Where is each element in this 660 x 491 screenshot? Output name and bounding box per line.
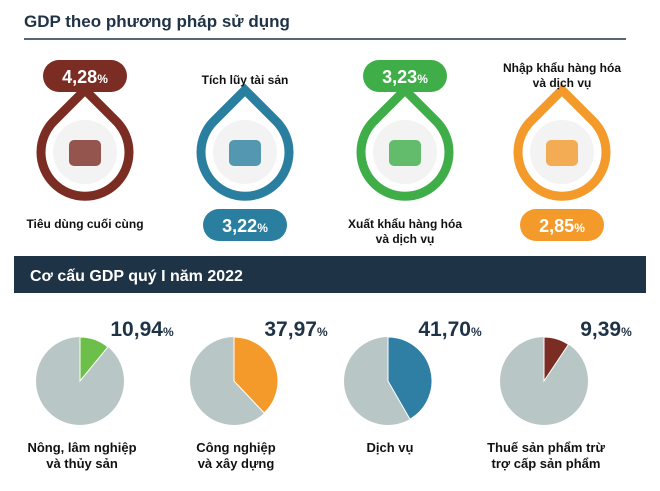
icon <box>229 140 261 166</box>
share-value-unit: % <box>471 325 482 339</box>
pie-slice <box>543 336 570 383</box>
item-label: Xuất khẩu hàng hóa và dịch vụ <box>348 217 462 246</box>
growth-value: 2,85% <box>539 216 585 236</box>
share-value: 9,39% <box>580 318 632 341</box>
item-label: Tích lũy tài sản <box>202 73 289 87</box>
share-value-number: 41,70 <box>418 318 471 341</box>
value-pill <box>203 209 287 241</box>
item-label-line: Xuất khẩu hàng hóa <box>348 217 462 231</box>
share-value: 41,70% <box>418 318 482 341</box>
item-label-line: Tích lũy tài sản <box>202 73 289 87</box>
item-label-line: và dịch vụ <box>376 232 435 246</box>
sector-label-line: Nông, lâm nghiệp <box>27 440 136 455</box>
item-label: Tiêu dùng cuối cùng <box>26 217 143 231</box>
growth-value-unit: % <box>574 221 585 235</box>
share-value: 10,94% <box>110 318 174 341</box>
value-pill <box>520 209 604 241</box>
share-value-unit: % <box>621 325 632 339</box>
sector-label: Thuế sản phẩm trừ trợ cấp sản phẩm <box>487 440 605 471</box>
section-title: Cơ cấu GDP quý I năm 2022 <box>30 268 243 285</box>
share-value-number: 37,97 <box>264 318 317 341</box>
growth-value-number: 3,22 <box>222 216 257 236</box>
sector-label-line: và thủy sản <box>46 456 118 471</box>
item-label: Nhập khẩu hàng hóa và dịch vụ <box>503 61 621 90</box>
growth-value-number: 3,23 <box>382 67 417 87</box>
pie-slice <box>233 336 279 414</box>
section-banner <box>14 256 646 293</box>
share-value-number: 9,39 <box>580 318 621 341</box>
growth-value-unit: % <box>97 72 108 86</box>
header-title: GDP theo phương pháp sử dụng <box>24 12 290 31</box>
share-value-number: 10,94 <box>110 318 163 341</box>
sector-label: Công nghiệp và xây dựng <box>196 440 275 471</box>
growth-value-unit: % <box>417 72 428 86</box>
growth-value-unit: % <box>257 221 268 235</box>
sector-label-line: và xây dựng <box>198 456 275 471</box>
sector-label-line: Dịch vụ <box>367 440 414 455</box>
growth-value-number: 4,28 <box>62 67 97 87</box>
sector-label: Dịch vụ <box>367 440 414 455</box>
growth-value: 3,22% <box>222 216 268 236</box>
sector-label-line: trợ cấp sản phẩm <box>492 456 601 471</box>
pie-slice <box>79 336 109 383</box>
icon <box>546 140 578 166</box>
icon <box>389 140 421 166</box>
share-value-unit: % <box>163 325 174 339</box>
item-label-line: Nhập khẩu hàng hóa <box>503 61 621 75</box>
value-pill <box>43 60 127 92</box>
value-pill <box>363 60 447 92</box>
growth-value: 3,23% <box>382 67 428 87</box>
growth-value: 4,28% <box>62 67 108 87</box>
share-value-unit: % <box>317 325 328 339</box>
sector-label-line: Thuế sản phẩm trừ <box>487 440 605 455</box>
item-label-line: Tiêu dùng cuối cùng <box>26 217 143 231</box>
icon <box>69 140 101 166</box>
pie-slice <box>387 336 433 420</box>
growth-value-number: 2,85 <box>539 216 574 236</box>
share-value: 37,97% <box>264 318 328 341</box>
item-label-line: và dịch vụ <box>533 76 592 90</box>
sector-label: Nông, lâm nghiệp và thủy sản <box>27 440 136 471</box>
sector-label-line: Công nghiệp <box>196 440 275 455</box>
